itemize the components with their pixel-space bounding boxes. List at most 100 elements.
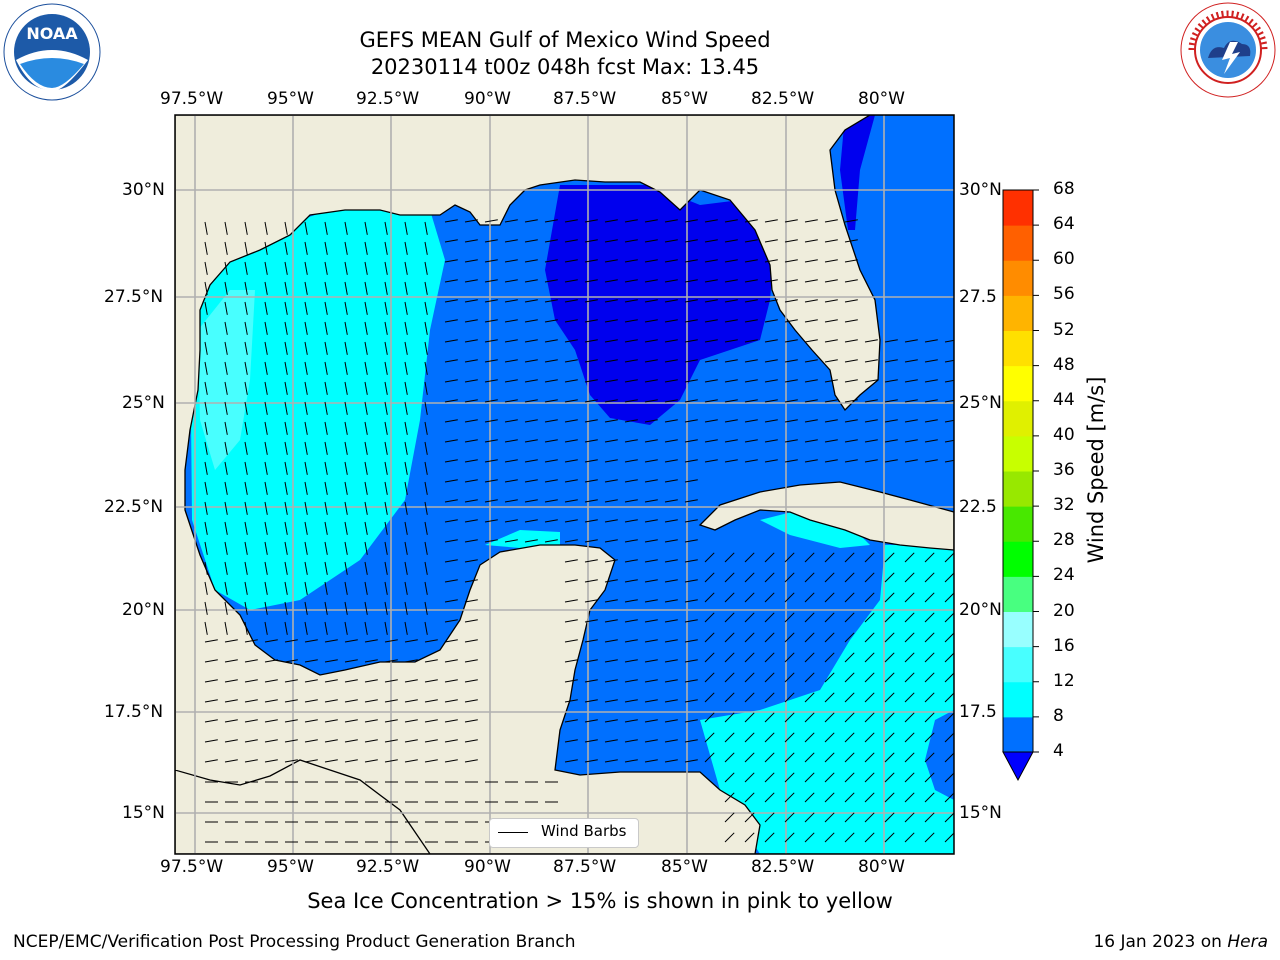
footer-date: 16 Jan 2023 on Hera [1093,932,1268,952]
wind-barb [564,279,578,283]
wind-barb [804,552,815,563]
lat-label-left: 30°N [122,180,165,200]
wind-barb [384,719,398,723]
wind-barb [844,832,855,843]
wind-barb [564,639,578,643]
wind-barb [884,439,898,443]
wind-barb [344,659,358,663]
wind-barb [264,521,268,535]
colorbar-tick-label: 36 [1053,460,1075,480]
lon-label-top: 95°W [267,89,314,109]
wind-barb [684,259,698,263]
wind-barb [804,419,818,423]
wind-barb [344,261,348,275]
wind-barb [524,479,538,483]
wind-barb [344,461,348,475]
wind-barb [664,559,678,563]
wind-barb [244,421,248,435]
wind-barb [524,499,538,503]
wind-barb [444,379,458,383]
wind-barb [824,239,838,243]
wind-barb [244,441,248,455]
wind-barb [284,541,288,555]
colorbar-tick-label: 12 [1053,670,1075,691]
wind-barb [684,679,698,683]
wind-barb [464,459,478,463]
wind-barb [284,621,288,635]
wind-barb [424,621,428,635]
wind-barb [484,299,498,303]
wind-barb [384,639,398,643]
wind-barb [324,739,338,743]
wind-barb [844,459,858,463]
wind-barb [204,241,208,255]
wind-barb [304,679,318,683]
wind-barb [824,692,835,703]
wind-barb [564,739,578,743]
wind-barb [364,321,368,335]
wind-barb [844,612,855,623]
wind-barb [844,732,855,743]
wind-barb [904,832,915,843]
wind-barb [864,692,875,703]
wind-barb [564,439,578,443]
wind-barb [464,339,478,343]
wind-barb [284,521,288,535]
wind-barb [764,692,775,703]
wind-barb [444,539,458,543]
wind-barb [784,612,795,623]
wind-barb [784,319,798,323]
noaa-logo: NOAA [3,3,101,101]
wind-barb [684,519,698,523]
wind-barb [464,519,478,523]
wind-barb [284,601,288,615]
wind-barb [524,439,538,443]
wind-barb [564,219,578,223]
wind-barb [264,719,278,723]
wind-barb [424,521,428,535]
wind-barb [864,459,878,463]
wind-barb [844,752,855,763]
wind-barb [584,459,598,463]
colorbar-segment [1003,365,1033,402]
wind-barb [664,519,678,523]
wind-barb [624,499,638,503]
wind-barb [824,832,835,843]
wind-barb [524,339,538,343]
wind-barb [904,592,915,603]
wind-barb [724,399,738,403]
wind-barb [504,299,518,303]
wind-barb [224,601,228,615]
wind-barb [824,752,835,763]
wind-barb [224,521,228,535]
wind-barb [884,339,898,343]
wind-barb [604,299,618,303]
wind-barb [324,281,328,295]
wind-barb [244,739,258,743]
wind-barb [564,359,578,363]
wind-barb [304,581,308,595]
wind-barb [324,261,328,275]
wind-barb [304,221,308,235]
wind-barb [644,699,658,703]
wind-barb [364,601,368,615]
footer-branch: NCEP/EMC/Verification Post Processing Pr… [13,932,576,952]
wind-barb [324,441,328,455]
wind-barb [364,481,368,495]
wind-barb [724,459,738,463]
wind-barb [404,481,408,495]
wind-barb [204,281,208,295]
wind-barb [724,552,735,563]
wind-barb [864,832,875,843]
wind-barb [944,552,954,563]
wind-barb [884,572,895,583]
wind-barb [364,639,378,643]
wind-barb [424,241,428,255]
wind-barb [324,541,328,555]
colorbar-segment [1003,471,1033,507]
wind-barb [244,759,258,763]
wind-barb [244,639,258,643]
wind-barb [304,441,308,455]
wind-barb [624,419,638,423]
wind-barb [764,672,775,683]
